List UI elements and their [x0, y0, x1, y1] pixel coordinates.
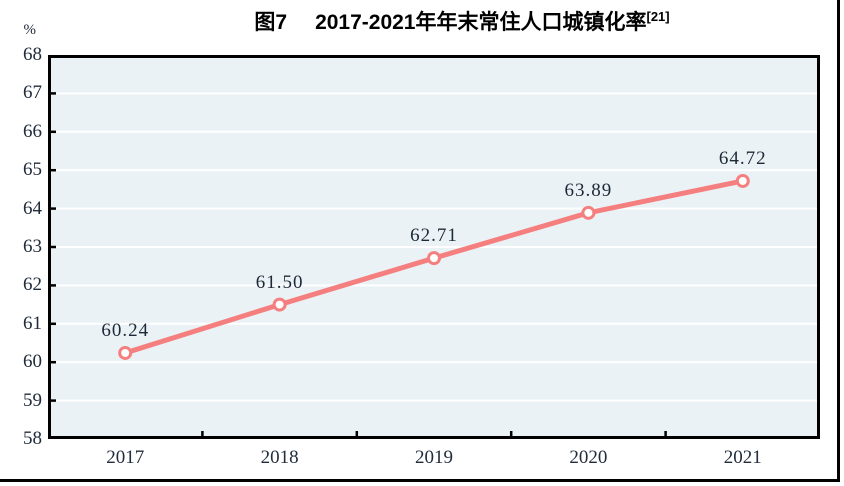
y-axis-unit-label: %: [23, 22, 37, 38]
chart-title: 图7 2017-2021年年末常住人口城镇化率[21]: [80, 6, 844, 36]
y-axis-tick-label: 60: [23, 351, 42, 373]
chart-title-text: 2017-2021年年末常住人口城镇化率: [315, 11, 647, 34]
data-point-marker: [735, 173, 750, 188]
y-axis-tick-label: 63: [23, 236, 42, 257]
page-border-bottom: [0, 479, 840, 482]
data-point-marker: [581, 205, 596, 220]
x-axis-category-label: 2021: [723, 447, 762, 468]
y-axis-tick-label: 58: [23, 428, 42, 449]
data-point-marker: [118, 345, 133, 360]
data-point-marker: [272, 297, 287, 312]
data-point-value-label: 61.50: [255, 271, 304, 293]
page-border-right: [837, 0, 840, 482]
x-axis-category-label: 2017: [106, 447, 145, 468]
y-axis-tick-label: 68: [23, 44, 42, 65]
data-point-value-label: 62.71: [410, 225, 458, 247]
x-axis-category-label: 2019: [415, 447, 453, 468]
y-axis-tick-label: 66: [23, 120, 42, 142]
y-axis-tick-label: 61: [23, 312, 42, 334]
data-point-value-label: 60.24: [101, 319, 150, 341]
plot-border: [48, 55, 820, 439]
y-axis-tick-label: 62: [23, 274, 42, 296]
y-axis-tick-label: 67: [23, 82, 42, 104]
x-axis-category-label: 2020: [569, 447, 608, 468]
y-axis-tick-label: 59: [23, 389, 42, 411]
footnote-reference: [21]: [646, 9, 670, 24]
figure-number: 图7: [254, 11, 288, 34]
y-axis-tick-label: 65: [23, 159, 42, 181]
data-point-value-label: 63.89: [564, 179, 613, 201]
y-axis-tick-label: 64: [23, 197, 42, 219]
data-point-marker: [427, 251, 441, 266]
x-axis-category-label: 2018: [260, 447, 299, 468]
plot-area: [48, 55, 820, 439]
data-point-value-label: 64.72: [718, 147, 767, 169]
